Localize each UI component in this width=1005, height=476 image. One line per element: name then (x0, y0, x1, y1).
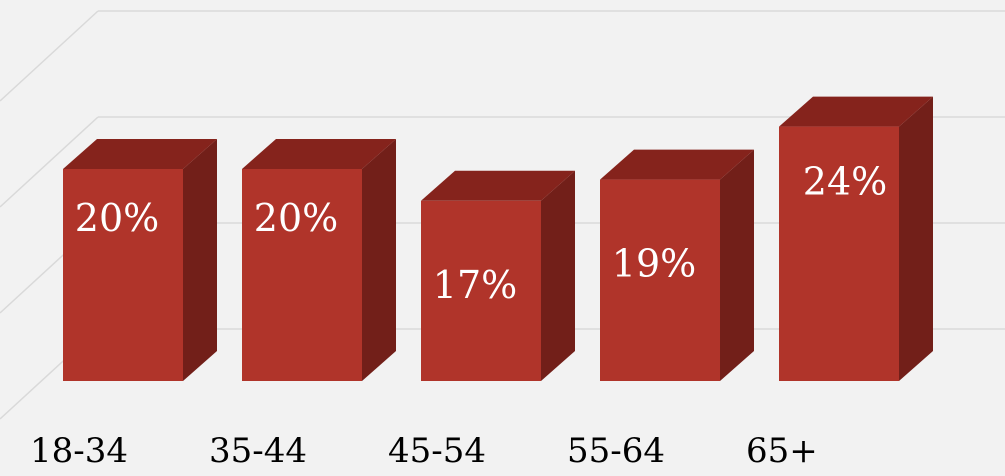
bar-group: 20% (63, 139, 217, 381)
bar-data-label: 20% (75, 196, 159, 240)
category-labels: 18-34 35-44 45-54 55-64 65+ (30, 431, 818, 471)
bar-data-label: 20% (254, 196, 338, 240)
bar-data-label: 17% (433, 263, 517, 307)
bar-side (899, 96, 933, 381)
bar (242, 169, 362, 381)
gridline-side (0, 10, 99, 102)
bar-top (242, 139, 396, 169)
bar (421, 200, 541, 381)
bar-group: 17% (421, 170, 575, 381)
bar-data-label: 24% (803, 160, 887, 204)
bar-side (720, 149, 754, 381)
x-tick-label: 65+ (746, 431, 818, 471)
bar-top (779, 96, 933, 127)
gridline-side (0, 116, 99, 208)
bar (63, 169, 183, 381)
bars: 20% 20% 17% 19% 24% (63, 96, 933, 381)
x-tick-label: 55-64 (567, 431, 665, 471)
bar-top (63, 139, 217, 169)
bar-data-label: 19% (612, 242, 696, 286)
bar (600, 179, 720, 381)
bar-group: 24% (779, 96, 933, 381)
bar-group: 20% (242, 139, 396, 381)
bar-top (600, 149, 754, 180)
x-tick-label: 18-34 (30, 431, 128, 471)
bar-top (421, 170, 575, 201)
x-tick-label: 35-44 (209, 431, 307, 471)
bar-side (362, 139, 396, 381)
bar-side (541, 170, 575, 381)
x-tick-label: 45-54 (388, 431, 486, 471)
bar-group: 19% (600, 149, 754, 381)
bar-side (183, 139, 217, 381)
bar (779, 126, 899, 381)
